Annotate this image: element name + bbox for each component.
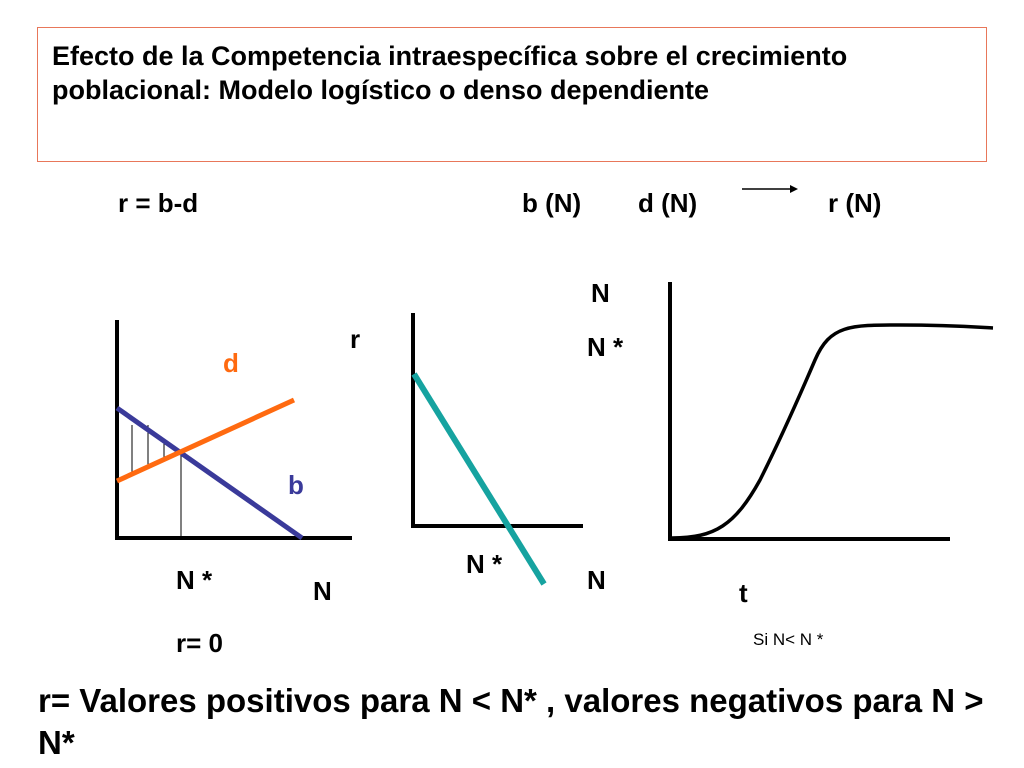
graph1-note: r= 0 bbox=[176, 628, 223, 658]
title-box: Efecto de la Competencia intraespecífica… bbox=[37, 27, 987, 162]
graph3-note: Si N< N * bbox=[753, 630, 824, 649]
graph1-line-d bbox=[115, 397, 296, 484]
relation-r-of-n: r (N) bbox=[828, 188, 882, 218]
relation-d-of-n: d (N) bbox=[638, 188, 698, 218]
graph1-line-b bbox=[115, 405, 304, 541]
conclusion-text: r= Valores positivos para N < N* , valor… bbox=[38, 682, 984, 761]
graph1-d-label: d bbox=[223, 348, 239, 378]
graph2-x-label: N bbox=[587, 565, 606, 595]
graph3-carrying-capacity-label: N * bbox=[587, 332, 624, 362]
relation-arrow-head bbox=[790, 185, 798, 193]
graph3-logistic-curve bbox=[671, 323, 994, 540]
graph1-equilibrium-label: N * bbox=[176, 565, 213, 595]
slide-title: Efecto de la Competencia intraespecífica… bbox=[52, 41, 848, 105]
graph1-b-label: b bbox=[288, 470, 304, 500]
graph3-x-label: t bbox=[739, 578, 748, 608]
graph2-r-line bbox=[411, 372, 547, 586]
relation-b-of-n: b (N) bbox=[522, 188, 582, 218]
equation-r-b-d: r = b-d bbox=[118, 188, 199, 218]
graph1-x-label: N bbox=[313, 576, 332, 606]
graph2-y-label: r bbox=[350, 324, 361, 354]
graph2-equilibrium-label: N * bbox=[466, 549, 503, 579]
graph3-y-label: N bbox=[591, 278, 610, 308]
